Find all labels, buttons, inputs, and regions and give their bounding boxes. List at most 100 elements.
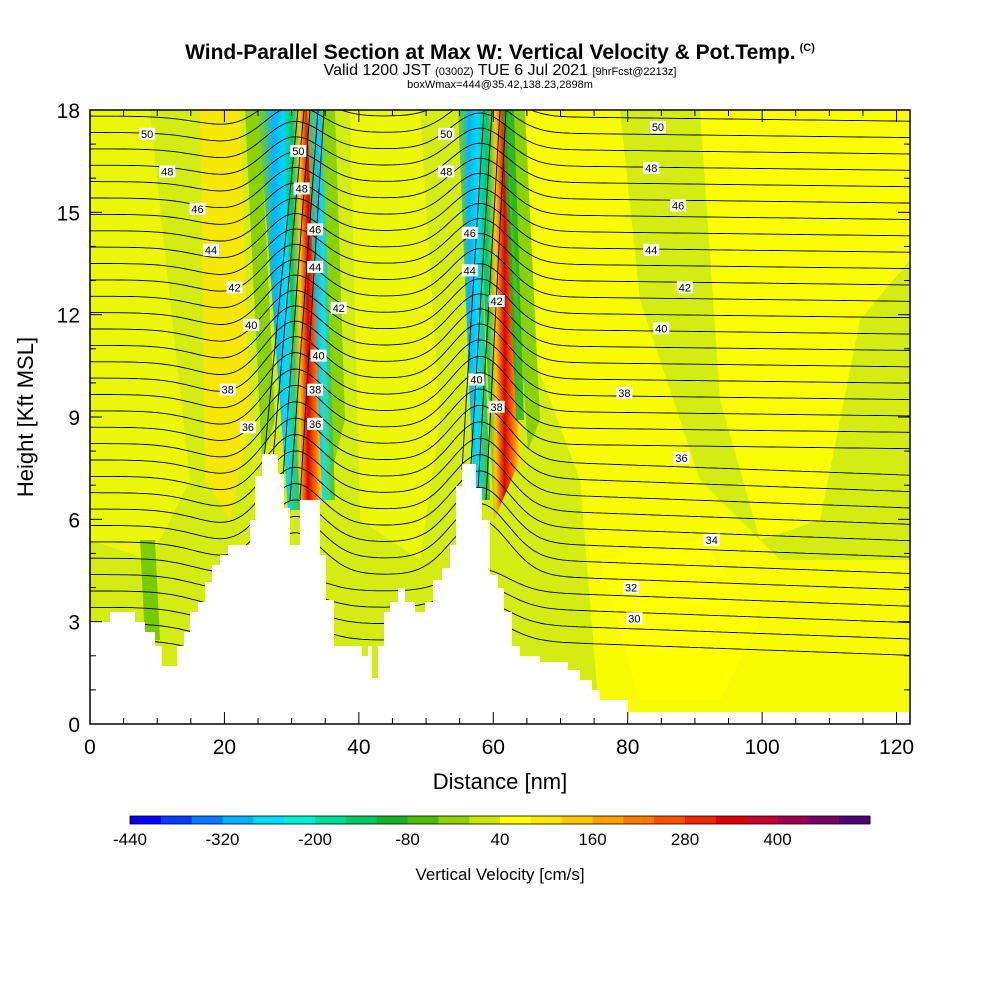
contour-label: 48	[440, 166, 452, 178]
contour-label-bg	[310, 349, 327, 362]
contour-label-bg	[307, 223, 324, 236]
contour-label: 38	[309, 385, 321, 397]
contour-label: 46	[464, 228, 476, 240]
y-tick-label: 3	[68, 612, 80, 635]
box-wmax-info: boxWmax=444@35.42,138.23,2898m	[407, 79, 593, 91]
theta-contour-line	[90, 470, 910, 542]
colorbar-label: 40	[491, 830, 510, 849]
contour-label-bg	[226, 281, 243, 294]
contour-label-bg	[239, 421, 256, 434]
y-tick-label: 6	[68, 509, 80, 532]
field-yellow-zone	[470, 110, 910, 724]
colorbar-title: Vertical Velocity [cm/s]	[415, 865, 584, 884]
contour-label-bg	[139, 127, 156, 140]
colorbar-swatch	[839, 816, 871, 824]
y-tick-label: 9	[68, 407, 80, 430]
theta-contour-line	[90, 421, 910, 493]
copyright-mark: (C)	[799, 42, 815, 54]
x-tick-label: 100	[745, 736, 780, 759]
contour-label-bg	[307, 260, 324, 273]
colorbar-swatch	[191, 816, 223, 824]
field-green-streak	[245, 110, 275, 460]
contour-label: 30	[628, 613, 640, 625]
contour-label: 38	[491, 402, 503, 414]
colorbar-swatch	[284, 816, 316, 824]
theta-contour-line	[90, 437, 910, 509]
theta-contour-line	[90, 263, 910, 325]
theta-contour-line	[90, 157, 910, 209]
contour-label: 50	[652, 122, 664, 134]
contour-label-bg	[653, 322, 670, 335]
contour-label: 44	[205, 245, 217, 257]
theta-contour-line	[90, 142, 910, 192]
chart-title: Wind-Parallel Section at Max W: Vertical…	[185, 41, 796, 64]
contour-label: 40	[245, 320, 257, 332]
contour-label-bg	[649, 121, 666, 134]
contour-label: 50	[141, 129, 153, 141]
colorbar	[129, 815, 871, 825]
contour-label-bg	[159, 165, 176, 178]
contour-label: 48	[645, 163, 657, 175]
colorbar-swatch	[315, 816, 347, 824]
valid-utc: (0300Z)	[435, 66, 474, 78]
field-yellow-zone	[90, 110, 190, 560]
contour-label: 42	[491, 296, 503, 308]
terrain-mask	[662, 712, 910, 724]
colorbar-label: -440	[113, 830, 147, 849]
theta-contour-line	[299, 110, 325, 501]
contour-label: 42	[333, 303, 345, 315]
contour-label: 40	[312, 351, 324, 363]
plot-area: 50 48 46 44 42 40 38 36 50 48 46 44 42 40 38 36 50 48 46 44…	[90, 110, 910, 724]
contour-label-bg	[293, 182, 310, 195]
field-yellow-zone	[200, 110, 250, 520]
theta-contour-line	[90, 339, 910, 409]
chart-title-block: Wind-Parallel Section at Max W: Vertical…	[0, 36, 1000, 91]
colorbar-swatch	[623, 816, 655, 824]
contour-label: 42	[228, 282, 240, 294]
contour-label-bg	[673, 451, 690, 464]
contour-label: 36	[309, 419, 321, 431]
field-green-streak	[320, 110, 345, 480]
contour-label-bg	[189, 202, 206, 215]
y-tick-label: 12	[57, 305, 80, 328]
contour-label: 46	[672, 201, 684, 213]
x-tick-label: 0	[84, 736, 96, 759]
theta-contour-line	[90, 278, 910, 342]
contour-label-bg	[616, 387, 633, 400]
contour-label: 36	[675, 453, 687, 465]
colorbar-swatch	[654, 816, 686, 824]
contour-label-bg	[307, 383, 324, 396]
theta-contour-line	[271, 110, 305, 471]
colorbar-swatch	[376, 816, 408, 824]
theta-contour-line	[90, 110, 910, 125]
colorbar-swatch	[345, 816, 378, 824]
colorbar-swatch	[253, 816, 285, 824]
contour-label: 34	[706, 535, 718, 547]
contour-label-bg	[461, 264, 478, 277]
y-tick-label: 15	[57, 202, 80, 225]
theta-contour-line	[261, 110, 299, 481]
valid-date: TUE 6 Jul 2021	[477, 62, 589, 79]
x-axis-title: Distance [nm]	[433, 769, 568, 794]
contour-label-bg	[438, 127, 455, 140]
contour-label-bg	[202, 243, 219, 256]
downdraft-plume-left	[258, 110, 304, 510]
valid-time: Valid 1200 JST	[323, 62, 431, 79]
colorbar-swatch	[160, 816, 193, 824]
colorbar-swatch	[808, 816, 840, 824]
contour-label-bg	[623, 581, 640, 594]
theta-contour-line	[90, 248, 910, 309]
colorbar-swatch	[469, 816, 501, 824]
contour-label: 46	[191, 204, 203, 216]
x-tick-label: 80	[616, 736, 639, 759]
contour-label: 50	[292, 146, 304, 158]
colorbar-swatch	[438, 816, 470, 824]
colorbar-swatch	[777, 816, 809, 824]
theta-contour-line	[90, 112, 910, 159]
contour-label-bg	[643, 161, 660, 174]
contour-label: 42	[679, 282, 691, 294]
contour-label: 38	[618, 388, 630, 400]
colorbar-swatch	[592, 816, 624, 824]
contour-label: 32	[625, 583, 637, 595]
colorbar-swatch	[746, 816, 778, 824]
